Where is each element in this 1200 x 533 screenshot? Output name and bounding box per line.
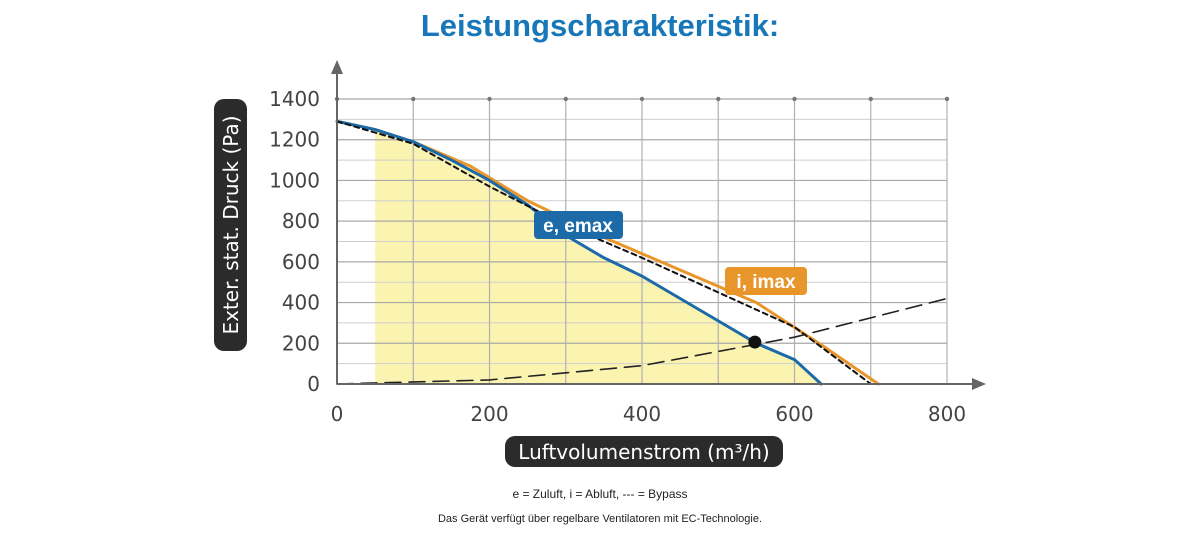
x-tick-label: 0 — [331, 402, 344, 426]
y-tick-label: 400 — [282, 291, 320, 315]
series-label-e-box — [534, 211, 623, 239]
x-axis-label-text: Luftvolumenstrom (m³/h) — [518, 440, 769, 464]
series-label-i-text: i, imax — [736, 272, 796, 293]
series-label-i: i, imax — [725, 267, 807, 295]
grid-node — [411, 96, 416, 102]
series-label-e-text: e, emax — [543, 216, 613, 237]
operating-point — [748, 335, 762, 349]
shaded-area-layer — [375, 129, 822, 384]
note-caption: Das Gerät verfügt über regelbare Ventila… — [437, 513, 763, 525]
grid-node — [792, 96, 797, 102]
x-tick-label: 400 — [623, 402, 661, 426]
x-axis-arrow — [972, 378, 986, 390]
y-axis-arrow — [331, 60, 343, 74]
x-axis-label: Luftvolumenstrom (m³/h) — [505, 436, 783, 467]
shaded-area — [375, 129, 822, 384]
x-tick-label: 800 — [928, 402, 966, 426]
chart-title: Leistungscharakteristik: — [420, 8, 780, 43]
grid-node — [868, 96, 873, 102]
grid-node — [487, 96, 492, 102]
y-tick-label: 800 — [282, 209, 320, 233]
series-label-i-box — [725, 267, 807, 295]
legend-caption: e = Zuluft, i = Abluft, --- = Bypass — [512, 487, 688, 501]
y-axis-label-text: Exter. stat. Druck (Pa) — [219, 115, 243, 334]
tick-layer: 0 200 400 600 800 1000 1200 1400 0 200 400 600 800 — [269, 87, 966, 426]
y-axis-label-pill — [214, 99, 247, 351]
grid-node — [639, 96, 645, 102]
y-tick-label: 1200 — [269, 128, 320, 152]
y-axis-label: Exter. stat. Druck (Pa) — [214, 99, 247, 351]
series-line-3 — [336, 120, 872, 385]
grid-node — [563, 96, 568, 102]
y-tick-label: 1400 — [269, 87, 320, 111]
grid-node — [944, 96, 950, 102]
y-tick-label: 600 — [282, 250, 320, 274]
axis-layer — [331, 60, 986, 390]
y-tick-label: 0 — [307, 372, 320, 396]
series-label-e: e, emax — [534, 211, 623, 239]
series-line-4 — [336, 297, 948, 385]
grid-node — [716, 96, 721, 102]
y-tick-label: 1000 — [269, 168, 320, 192]
x-tick-label: 200 — [470, 402, 508, 426]
y-tick-label: 200 — [282, 331, 320, 355]
x-axis-label-pill — [505, 436, 783, 467]
x-tick-label: 600 — [775, 402, 813, 426]
